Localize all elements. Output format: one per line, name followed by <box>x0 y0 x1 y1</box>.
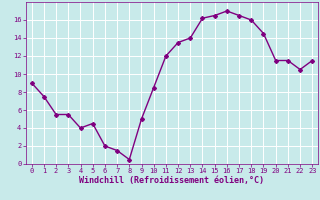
X-axis label: Windchill (Refroidissement éolien,°C): Windchill (Refroidissement éolien,°C) <box>79 176 265 185</box>
